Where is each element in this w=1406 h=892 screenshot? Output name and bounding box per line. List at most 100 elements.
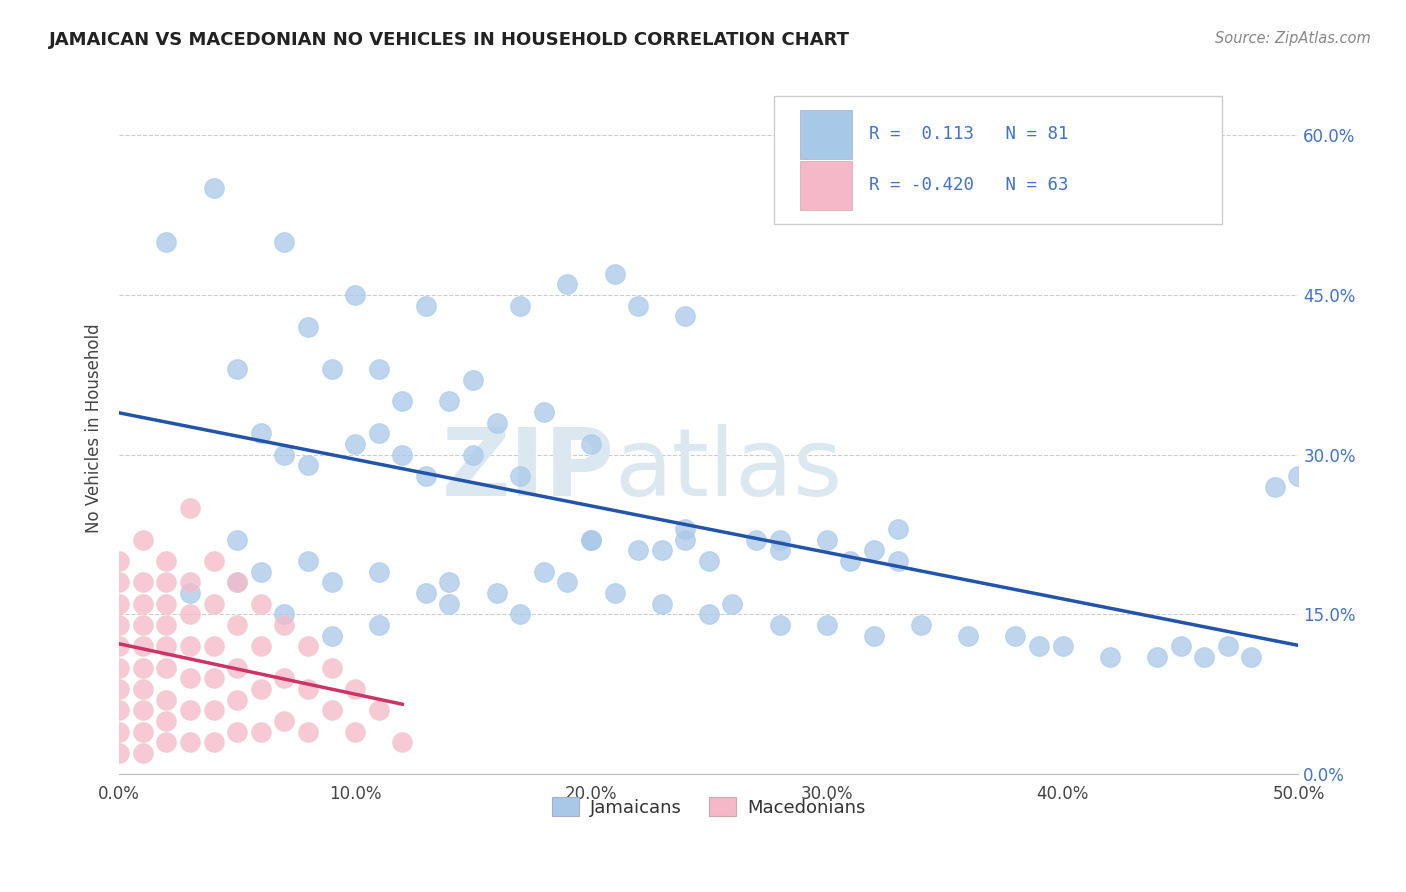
Text: ZIP: ZIP — [441, 424, 614, 516]
Point — [697, 607, 720, 622]
Point — [108, 597, 131, 611]
Point — [226, 533, 249, 547]
Point — [155, 735, 177, 749]
Point — [132, 597, 155, 611]
Point — [1004, 629, 1026, 643]
Point — [1216, 640, 1239, 654]
Point — [485, 586, 508, 600]
Point — [273, 235, 295, 249]
Point — [226, 660, 249, 674]
Point — [202, 640, 225, 654]
Point — [863, 629, 886, 643]
Point — [533, 565, 555, 579]
Point — [179, 703, 201, 717]
Point — [249, 640, 271, 654]
Point — [132, 746, 155, 760]
Point — [226, 618, 249, 632]
Point — [673, 533, 696, 547]
Point — [509, 469, 531, 483]
Point — [297, 458, 319, 473]
Point — [226, 575, 249, 590]
Point — [132, 681, 155, 696]
Point — [391, 448, 413, 462]
Point — [226, 724, 249, 739]
Point — [132, 724, 155, 739]
Point — [1098, 650, 1121, 665]
Point — [155, 618, 177, 632]
Point — [155, 692, 177, 706]
Legend: Jamaicans, Macedonians: Jamaicans, Macedonians — [546, 790, 873, 824]
Point — [461, 448, 484, 462]
Point — [273, 618, 295, 632]
Point — [226, 575, 249, 590]
Point — [226, 692, 249, 706]
Text: JAMAICAN VS MACEDONIAN NO VEHICLES IN HOUSEHOLD CORRELATION CHART: JAMAICAN VS MACEDONIAN NO VEHICLES IN HO… — [49, 31, 851, 49]
Point — [132, 618, 155, 632]
Point — [273, 448, 295, 462]
Point — [249, 565, 271, 579]
Point — [226, 362, 249, 376]
Point — [1192, 650, 1215, 665]
Point — [179, 735, 201, 749]
Point — [202, 181, 225, 195]
Point — [533, 405, 555, 419]
Point — [557, 575, 579, 590]
Point — [391, 394, 413, 409]
Point — [391, 735, 413, 749]
Point — [297, 724, 319, 739]
Point — [439, 394, 461, 409]
Point — [769, 533, 792, 547]
Point — [1028, 640, 1050, 654]
Point — [367, 362, 389, 376]
Point — [155, 575, 177, 590]
Point — [202, 554, 225, 568]
Point — [108, 724, 131, 739]
Point — [249, 724, 271, 739]
Point — [321, 703, 343, 717]
Point — [132, 533, 155, 547]
Point — [344, 437, 367, 451]
Point — [863, 543, 886, 558]
Point — [297, 554, 319, 568]
Point — [179, 575, 201, 590]
Point — [108, 618, 131, 632]
Text: atlas: atlas — [614, 424, 842, 516]
Point — [132, 640, 155, 654]
Point — [297, 640, 319, 654]
Point — [557, 277, 579, 292]
Point — [603, 267, 626, 281]
Point — [321, 629, 343, 643]
Point — [321, 362, 343, 376]
Text: R =  0.113   N = 81: R = 0.113 N = 81 — [869, 125, 1069, 143]
Point — [485, 416, 508, 430]
Point — [579, 437, 602, 451]
Point — [673, 522, 696, 536]
Point — [321, 575, 343, 590]
Point — [1240, 650, 1263, 665]
Point — [297, 681, 319, 696]
Point — [179, 640, 201, 654]
FancyBboxPatch shape — [773, 95, 1222, 224]
Point — [415, 469, 437, 483]
Point — [367, 426, 389, 441]
Point — [579, 533, 602, 547]
Point — [579, 533, 602, 547]
Point — [297, 319, 319, 334]
Point — [249, 681, 271, 696]
FancyBboxPatch shape — [800, 110, 852, 159]
Point — [910, 618, 932, 632]
Point — [509, 607, 531, 622]
Point — [1146, 650, 1168, 665]
Point — [179, 500, 201, 515]
Point — [721, 597, 744, 611]
Point — [344, 681, 367, 696]
Point — [202, 597, 225, 611]
Point — [651, 543, 673, 558]
FancyBboxPatch shape — [800, 161, 852, 210]
Point — [439, 597, 461, 611]
Point — [108, 746, 131, 760]
Point — [461, 373, 484, 387]
Point — [815, 618, 838, 632]
Text: Source: ZipAtlas.com: Source: ZipAtlas.com — [1215, 31, 1371, 46]
Point — [603, 586, 626, 600]
